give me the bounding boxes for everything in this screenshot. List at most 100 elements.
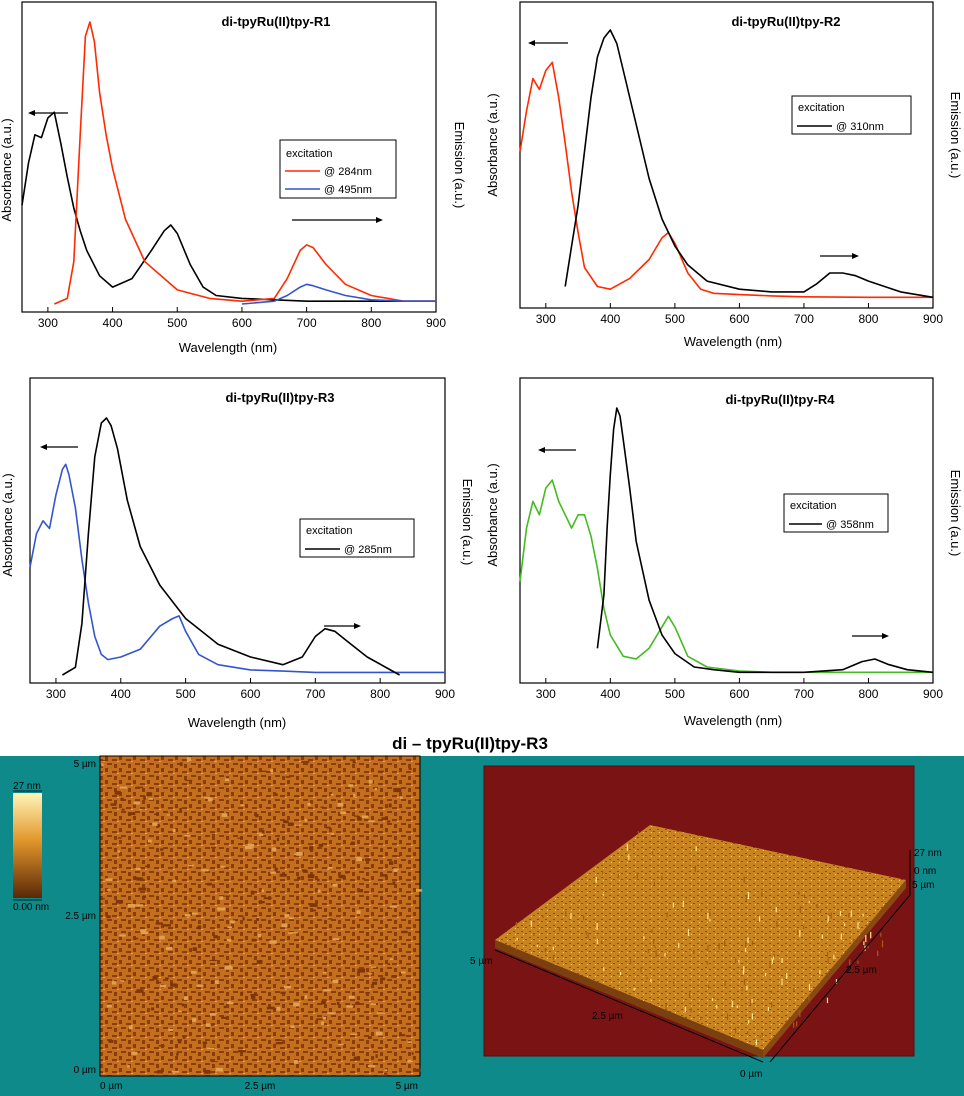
surface-texture <box>821 934 823 939</box>
surface-texture <box>178 1010 182 1012</box>
surface-texture <box>743 979 746 985</box>
surface-texture <box>415 1068 421 1072</box>
surface-texture <box>206 1023 211 1027</box>
map-y-tick: 2.5 µm <box>65 911 96 922</box>
surface-texture <box>853 938 855 942</box>
surface-texture <box>163 924 172 927</box>
legend-title: excitation <box>790 500 836 512</box>
surface-texture <box>309 903 318 907</box>
surface-texture <box>158 1045 165 1047</box>
surface-texture <box>678 943 680 948</box>
surface-texture <box>617 874 620 879</box>
emission-series-line <box>596 407 934 674</box>
surface-texture <box>332 938 340 941</box>
x-axis-label: Wavelength (nm) <box>684 334 783 349</box>
x-axis-label: Wavelength (nm) <box>188 715 287 730</box>
x-tick-label: 900 <box>426 316 446 330</box>
surface-texture <box>633 988 635 991</box>
surface-texture <box>665 932 668 936</box>
legend-title: excitation <box>798 102 844 114</box>
surface-texture <box>101 898 105 900</box>
surface-texture <box>227 926 233 929</box>
surface-texture <box>755 1039 758 1046</box>
surface-texture <box>139 808 142 811</box>
panel-title: di-tpyRu(II)tpy-R2 <box>731 14 840 29</box>
surface-texture <box>734 1027 737 1034</box>
surface-texture <box>224 778 230 781</box>
surface-texture <box>215 1067 223 1072</box>
surface-texture <box>515 921 517 926</box>
surface-texture <box>416 889 423 892</box>
surface-texture <box>237 837 244 839</box>
legend-entry: @ 310nm <box>836 121 884 133</box>
afm-section: di – tpyRu(II)tpy-R3 27 nm <box>0 734 964 1096</box>
surface-texture <box>374 787 377 791</box>
surface-texture <box>724 940 726 947</box>
surface-texture <box>244 845 253 850</box>
axis-label: 5 µm <box>912 880 934 891</box>
surface-texture <box>758 916 761 922</box>
surface-texture <box>389 905 397 908</box>
surface-texture <box>191 912 198 915</box>
surface-texture <box>275 1041 283 1045</box>
surface-texture <box>387 963 391 966</box>
axis-label: 0 µm <box>740 1069 762 1080</box>
surface-texture <box>330 833 335 835</box>
surface-texture <box>665 1004 667 1011</box>
surface-texture <box>182 1036 186 1039</box>
surface-texture <box>261 770 267 772</box>
surface-texture <box>214 980 219 985</box>
surface-texture <box>803 894 805 898</box>
y-axis-label-right: Emission (a.u.) <box>948 470 963 557</box>
surface-texture <box>536 944 538 947</box>
surface-texture <box>348 995 355 999</box>
surface-texture <box>796 929 799 935</box>
y-axis-label-right: Emission (a.u.) <box>460 479 475 566</box>
map-y-tick: 0 µm <box>74 1065 96 1076</box>
x-tick-label: 600 <box>240 687 260 701</box>
surface-texture <box>136 877 144 881</box>
surface-texture <box>636 872 638 879</box>
x-tick-label: 600 <box>729 687 749 701</box>
surface-texture <box>142 895 146 898</box>
surface-texture <box>771 1001 773 1008</box>
surface-texture <box>213 935 218 939</box>
surface-texture <box>114 790 121 795</box>
surface-texture <box>808 984 811 991</box>
surface-texture <box>208 1024 214 1026</box>
surface-texture <box>695 846 697 852</box>
surface-texture <box>202 1041 208 1045</box>
spectrum-panel-r4: di-tpyRu(II)tpy-R4 Absorbance (a.u.) Emi… <box>485 377 963 728</box>
surface-texture <box>767 1006 770 1011</box>
surface-texture <box>348 784 354 787</box>
x-tick-label: 400 <box>600 687 620 701</box>
legend-entry: @ 285nm <box>344 544 392 556</box>
surface-texture <box>371 966 377 968</box>
surface-texture <box>284 914 290 918</box>
surface-texture <box>301 869 308 872</box>
surface-texture <box>318 843 324 847</box>
afm-2d-map: 5 µm 2.5 µm 0 µm 0 µm 2.5 µm 5 µm <box>65 755 423 1092</box>
surface-texture <box>653 881 656 885</box>
surface-texture <box>105 878 113 881</box>
surface-texture <box>399 796 403 799</box>
surface-texture <box>181 1003 185 1007</box>
surface-texture <box>152 822 158 826</box>
surface-texture <box>844 923 846 927</box>
surface-texture <box>261 889 264 893</box>
surface-texture <box>146 792 153 797</box>
surface-texture <box>673 981 675 985</box>
surface-texture <box>655 950 657 957</box>
surface-texture <box>387 820 391 823</box>
surface-texture <box>380 874 388 877</box>
surface-texture <box>340 811 347 815</box>
surface-texture <box>862 913 864 917</box>
surface-texture <box>826 916 828 919</box>
surface-texture <box>168 1028 174 1031</box>
surface-texture <box>247 843 255 848</box>
surface-texture <box>411 1052 414 1055</box>
surface-texture <box>603 967 605 971</box>
surface-texture <box>827 956 829 964</box>
surface-texture <box>127 812 136 816</box>
afm-3d-map: 27 nm 0 nm 5 µm 2.5 µm 0 µm 5 µm 2.5 µm <box>470 765 942 1080</box>
